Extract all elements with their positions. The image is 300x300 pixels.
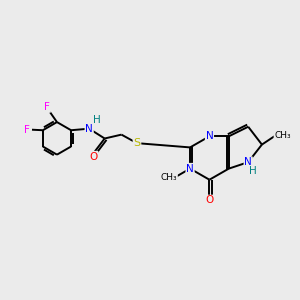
Text: O: O (205, 195, 214, 206)
Text: N: N (244, 157, 252, 167)
Text: CH₃: CH₃ (274, 130, 291, 140)
Text: F: F (44, 102, 50, 112)
Text: O: O (89, 152, 98, 162)
Text: H: H (93, 115, 101, 125)
Text: H: H (249, 166, 257, 176)
Text: CH₃: CH₃ (160, 173, 177, 182)
Text: N: N (206, 131, 213, 141)
Text: N: N (85, 124, 93, 134)
Text: N: N (186, 164, 194, 174)
Text: F: F (24, 125, 30, 135)
Text: S: S (134, 138, 140, 148)
